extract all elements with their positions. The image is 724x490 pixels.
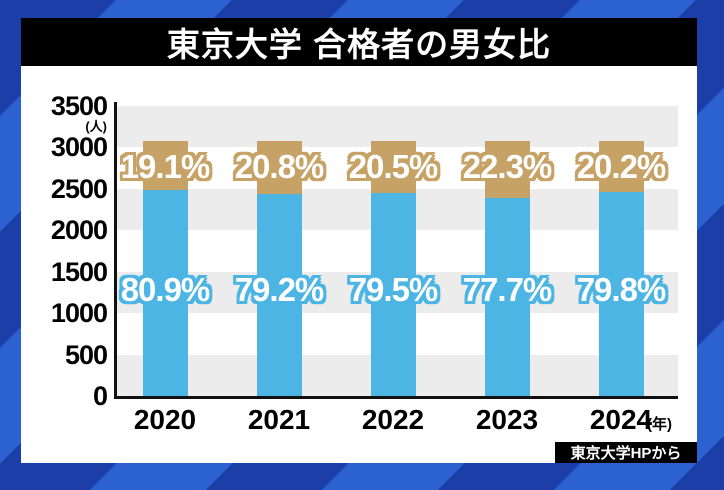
pct-label-upper-tan: 20.8%	[234, 148, 325, 185]
bar-segment-upper-tan	[256, 140, 302, 194]
y-axis-line	[114, 102, 117, 399]
y-tick-label: 3000	[50, 132, 108, 163]
pct-label-upper-tan: 22.3%	[462, 148, 553, 185]
x-axis-unit: (年)	[647, 416, 672, 433]
x-tick-label: 2021	[247, 404, 311, 435]
pct-label-upper-tan: 20.5%	[348, 148, 439, 185]
pct-label-lower-blue: 80.9%	[120, 271, 211, 308]
bar-segment-upper-tan	[484, 140, 530, 198]
chart-title-bar: 東京大学 合格者の男女比	[21, 18, 697, 66]
source-attribution-box: 東京大学HPから	[555, 442, 697, 463]
bar-segment-upper-tan	[598, 140, 644, 193]
pct-label-upper-tan: 20.2%	[576, 148, 667, 185]
bar-segment-lower-blue	[142, 189, 188, 396]
pct-label-lower-blue: 79.8%	[576, 271, 667, 308]
y-tick-label: 1000	[50, 298, 108, 329]
pct-label-lower-blue: 79.5%	[348, 271, 439, 308]
x-axis-line	[114, 396, 678, 399]
bar-segment-upper-tan	[142, 140, 188, 190]
bar-segment-lower-blue	[598, 192, 644, 396]
x-tick-label: 2023	[475, 404, 539, 435]
chart-title: 東京大学 合格者の男女比	[166, 26, 552, 63]
y-tick-label: 3500	[50, 91, 108, 121]
chart-panel: 0 500 1000 1500 2000 2500 3000 3500 (人) 19.1% 80…	[21, 66, 697, 463]
pct-label-lower-blue: 79.2%	[234, 271, 325, 308]
source-attribution-label: 東京大学HPから	[570, 445, 682, 462]
grid-band	[114, 106, 678, 148]
x-tick-label: 2022	[361, 404, 425, 435]
y-tick-label: 2500	[50, 173, 108, 204]
bar-segment-lower-blue	[370, 193, 416, 396]
bar-segment-lower-blue	[484, 197, 530, 396]
bar-segment-upper-tan	[370, 140, 416, 194]
y-tick-label: 2000	[50, 215, 108, 246]
y-axis-unit: (人)	[85, 119, 107, 134]
y-tick-label: 1500	[50, 256, 108, 287]
x-tick-label: 2024	[589, 404, 653, 435]
x-tick-label: 2020	[133, 404, 197, 435]
pct-label-lower-blue: 77.7%	[462, 271, 553, 308]
pct-label-upper-tan: 19.1%	[120, 148, 211, 185]
y-tick-label: 500	[64, 339, 108, 370]
y-tick-label: 0	[92, 381, 108, 411]
bar-segment-lower-blue	[256, 193, 302, 396]
